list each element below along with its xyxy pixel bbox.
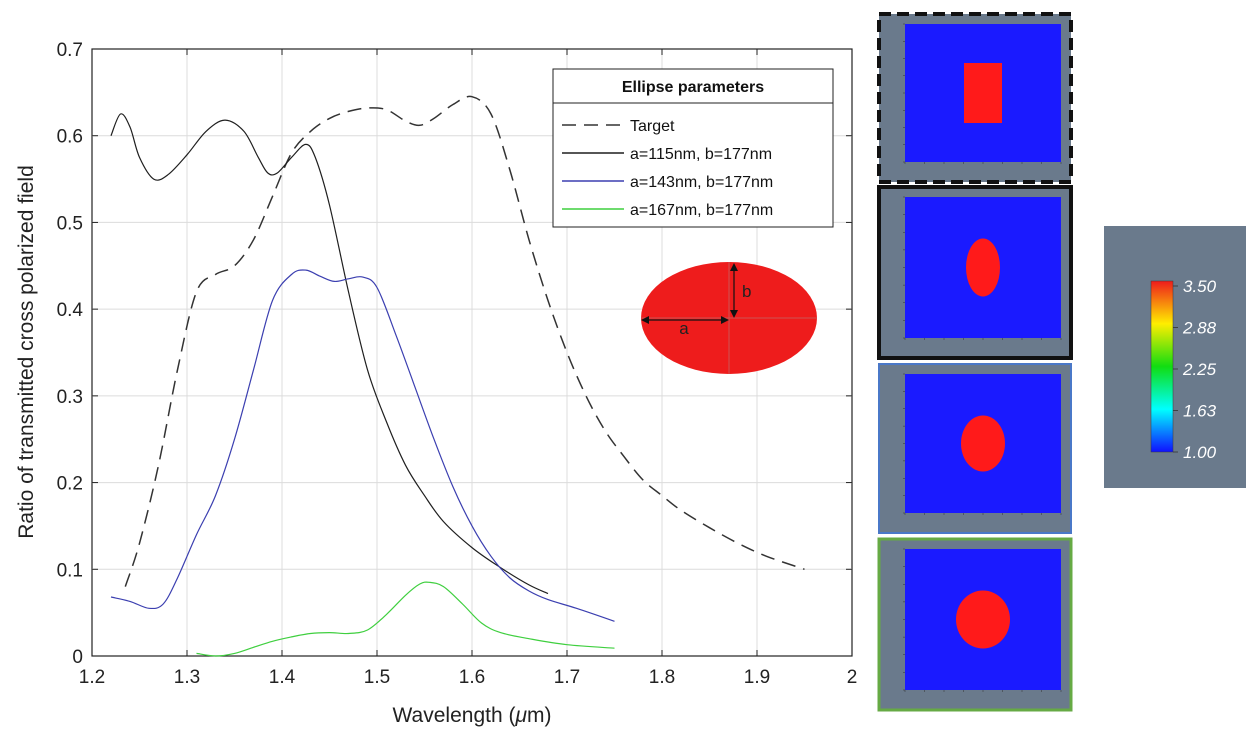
ellipse-a-arrowhead-left [641, 316, 649, 324]
legend-box [552, 68, 834, 228]
x-tick-label: 1.3 [174, 667, 200, 688]
y-tick-label: 0.4 [57, 300, 84, 321]
thumbnail-inclusion-2 [961, 415, 1005, 472]
legend: Ellipse parameters Target a=115nm, b=177n… [552, 68, 834, 228]
legend-entry-3: a=167nm, b=177nm [630, 202, 773, 219]
legend-entry-1: a=115nm, b=177nm [630, 146, 772, 163]
y-tick-label: 0.2 [57, 474, 83, 495]
thumbnail-3 [877, 537, 1073, 712]
colorbar-label-4: 1.00 [1183, 443, 1217, 462]
y-tick-label: 0.6 [57, 127, 83, 148]
thumbnail-inclusion-1 [966, 238, 1000, 297]
series-line-3 [196, 581, 615, 657]
y-tick-label: 0.5 [57, 213, 83, 234]
colorbar-panel [1104, 226, 1246, 488]
series-line-2 [110, 269, 615, 622]
axis-ticks: 1.2 1.3 1.4 1.5 1.6 1.7 1.8 1.9 2 0 0.1 0.2 0.3 0.4 0.… [57, 40, 858, 688]
colorbar-label-3: 1.63 [1183, 402, 1217, 421]
x-axis-label: Wavelength (μm) [393, 704, 552, 727]
x-tick-label: 1.6 [459, 667, 485, 688]
grid-lines [92, 49, 852, 656]
x-tick-label: 2 [847, 667, 858, 688]
thumbnail-1 [877, 185, 1073, 360]
y-tick-label: 0.3 [57, 387, 83, 408]
x-tick-label: 1.7 [554, 667, 580, 688]
ellipse-diagram: a b [641, 262, 817, 374]
ellipse-label-a: a [679, 319, 689, 338]
thumbnail-inclusion-0 [964, 63, 1002, 123]
thumbnail-2 [878, 363, 1072, 534]
legend-entry-0: Target [630, 118, 675, 135]
simulation-thumbnails [877, 12, 1073, 712]
thumbnail-inclusion-3 [956, 590, 1010, 649]
legend-entry-2: a=143nm, b=177nm [630, 174, 773, 191]
x-tick-label: 1.9 [744, 667, 770, 688]
colorbar-label-2: 2.25 [1182, 360, 1217, 379]
x-tick-label: 1.2 [79, 667, 105, 688]
x-tick-label: 1.5 [364, 667, 390, 688]
ellipse-a-arrowhead-right [721, 316, 729, 324]
series-line-1 [110, 113, 549, 595]
series-layer [110, 95, 805, 657]
y-tick-label: 0 [72, 647, 83, 668]
ellipse-label-b: b [742, 282, 751, 301]
y-axis-label: Ratio of transmitted cross polarized fie… [15, 165, 38, 539]
colorbar-label-0: 3.50 [1183, 277, 1217, 296]
legend-title: Ellipse parameters [622, 79, 764, 96]
colorbar: 3.50 2.88 2.25 1.63 1.00 [1104, 226, 1246, 488]
y-tick-label: 0.1 [57, 560, 83, 581]
colorbar-label-1: 2.88 [1182, 319, 1217, 338]
x-tick-label: 1.4 [269, 667, 296, 688]
thumbnail-0 [877, 12, 1073, 184]
y-tick-label: 0.7 [57, 40, 83, 61]
series-line-0 [124, 95, 805, 587]
ellipse-b-arrowhead-top [730, 263, 738, 271]
x-tick-label: 1.8 [649, 667, 675, 688]
colorbar-gradient [1150, 280, 1174, 453]
ellipse-b-arrowhead-bottom [730, 310, 738, 318]
